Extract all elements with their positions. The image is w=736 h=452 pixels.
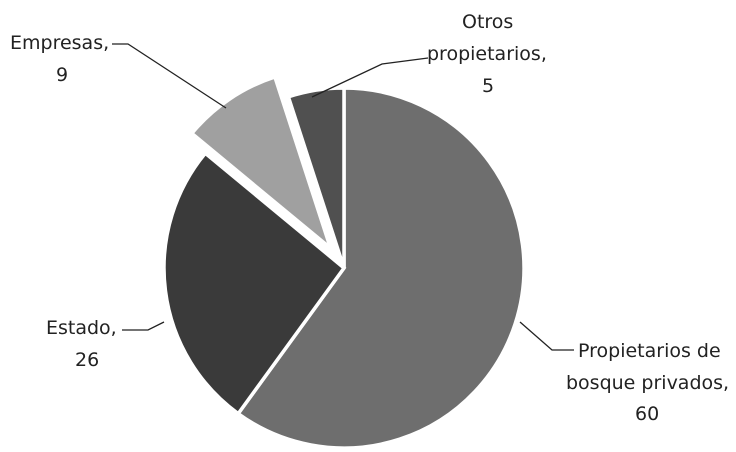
slice-otros-propietarios xyxy=(286,86,346,269)
leader-propietarios-privados xyxy=(519,321,574,351)
slice-label-estado: Estado, 26 xyxy=(46,317,123,371)
slice-label-propietarios-privados: Propietarios de bosque privados, 60 xyxy=(566,340,735,425)
leader-otros-propietarios xyxy=(311,57,429,98)
slice-propietarios-privados xyxy=(235,86,526,450)
slice-empresas xyxy=(189,74,335,254)
pie-slices xyxy=(162,74,526,450)
slice-estado xyxy=(162,150,347,417)
leader-estado xyxy=(122,321,165,331)
leader-empresas xyxy=(112,43,227,109)
slice-label-empresas: Empresas, 9 xyxy=(10,32,115,86)
leader-lines xyxy=(112,43,574,351)
slice-label-otros-propietarios: Otros propietarios, 5 xyxy=(427,11,553,97)
